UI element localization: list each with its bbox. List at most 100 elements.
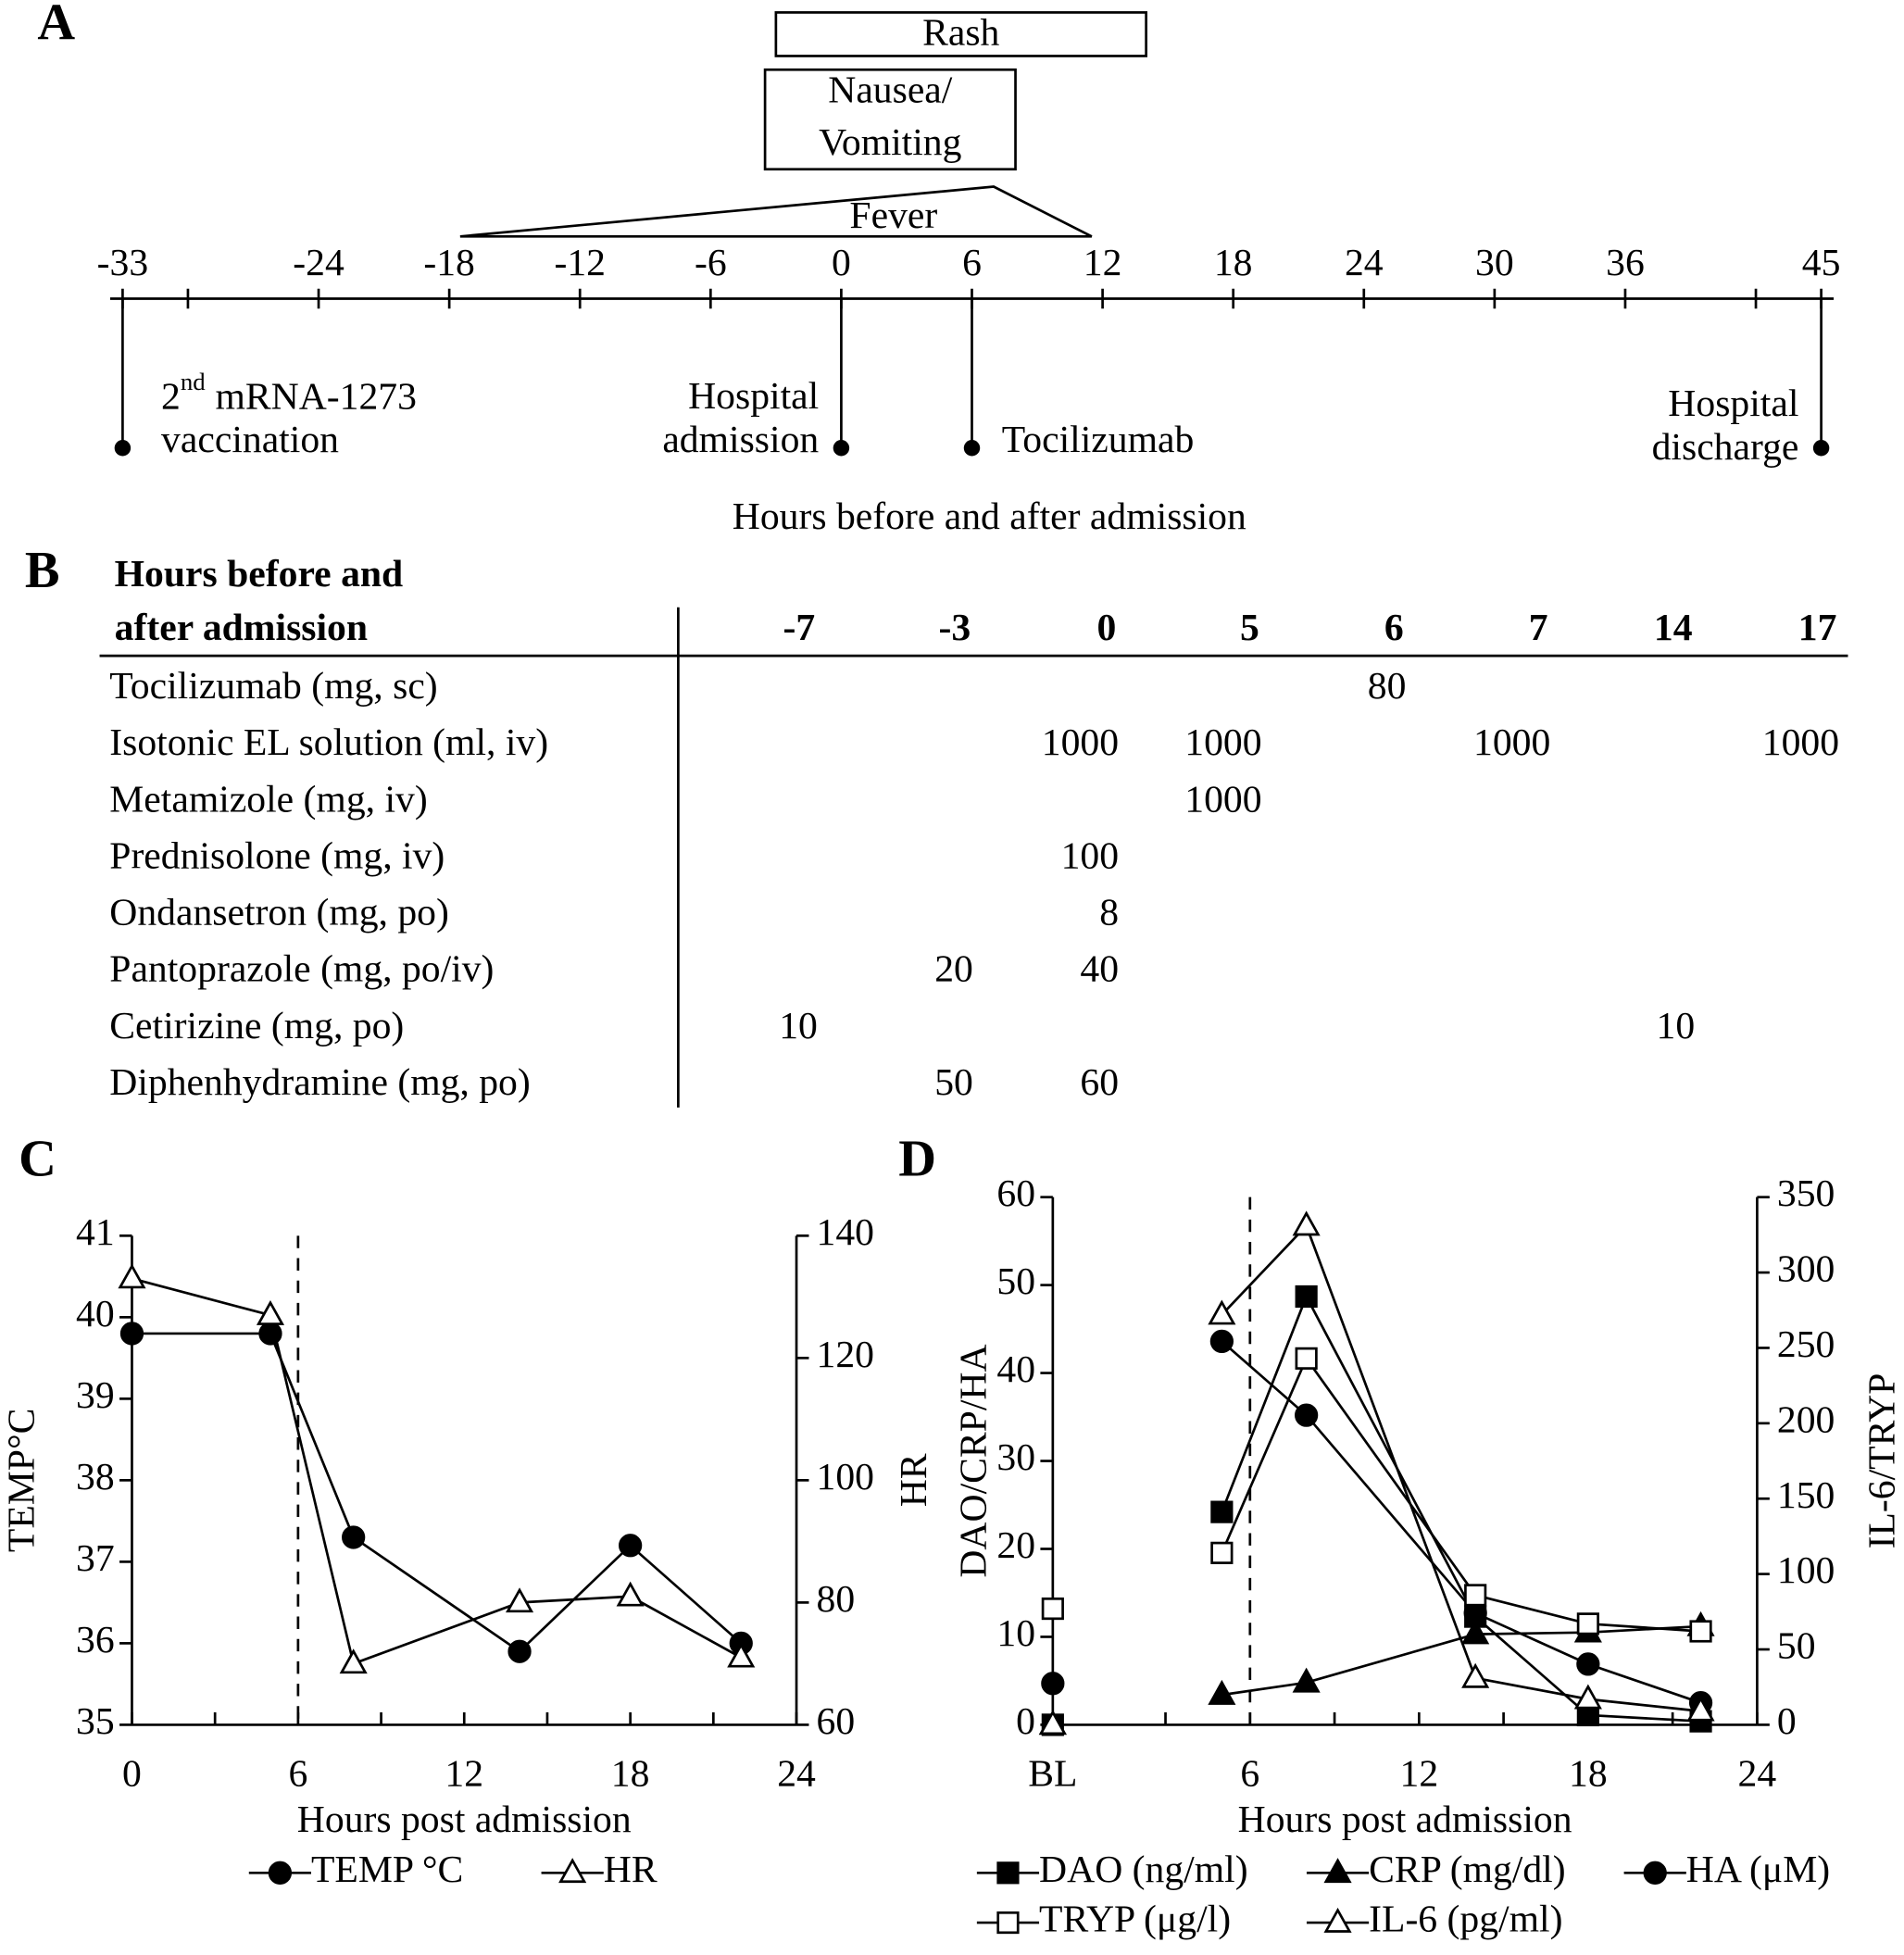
data-point: [119, 1322, 144, 1346]
row-label: Isotonic EL solution (ml, iv): [109, 721, 548, 764]
data-point: [1292, 1667, 1321, 1693]
x-tick-label: 18: [611, 1752, 650, 1795]
axis-title: Hours before and after admission: [733, 495, 1246, 538]
column-header: 7: [1529, 607, 1548, 649]
data-point: [727, 1642, 756, 1668]
tick-label: -24: [293, 242, 344, 284]
data-point: [1576, 1612, 1599, 1635]
rash-box: [774, 11, 1147, 57]
y-tick-label: 30: [996, 1436, 1035, 1479]
event-label: Tocilizumab: [1002, 419, 1195, 461]
table-header: Hours before and: [115, 553, 404, 595]
fever-label: Fever: [849, 194, 937, 237]
legend-label: TRYP (μg/l): [1039, 1899, 1231, 1941]
legend-marker: [558, 1858, 587, 1884]
series-line: [1221, 1624, 1701, 1697]
nausea-label: Nausea/: [828, 69, 953, 111]
column-header: 6: [1384, 607, 1404, 649]
legend-label: IL-6 (pg/ml): [1369, 1899, 1562, 1941]
table-cell: 50: [934, 1061, 973, 1104]
data-point: [1461, 1619, 1490, 1645]
legend-marker: [996, 1911, 1020, 1935]
data-point: [1464, 1584, 1487, 1607]
panel-label: C: [19, 1130, 56, 1187]
legend-label: HA (μM): [1686, 1848, 1830, 1891]
y-tick-label: 50: [996, 1260, 1035, 1303]
y2-tick-label: 80: [817, 1578, 856, 1621]
y-axis-title: DAO/CRP/HA: [952, 1344, 995, 1577]
y2-tick-label: 300: [1777, 1248, 1835, 1291]
y-tick-label: 40: [76, 1293, 115, 1335]
y-tick-label: 60: [996, 1172, 1035, 1215]
column-header: 5: [1240, 607, 1259, 649]
tick-label: 24: [1345, 242, 1384, 284]
tick-label: -12: [554, 242, 606, 284]
table-cell: 20: [934, 948, 973, 991]
legend-label: DAO (ng/ml): [1039, 1848, 1248, 1891]
y-tick-label: 37: [76, 1537, 115, 1580]
data-point: [505, 1587, 534, 1613]
legend-marker: [1323, 1907, 1352, 1933]
tick-label: 0: [832, 242, 851, 284]
legend-marker: [996, 1861, 1020, 1885]
panel-label: D: [898, 1130, 936, 1187]
legend-label: HR: [604, 1848, 658, 1891]
y2-tick-label: 350: [1777, 1172, 1835, 1215]
y2-tick-label: 140: [817, 1211, 874, 1254]
table-cell: 100: [1061, 834, 1119, 877]
data-point: [1209, 1329, 1234, 1354]
y-tick-label: 0: [1016, 1700, 1035, 1743]
x-tick-label: 6: [288, 1752, 307, 1795]
data-point: [1461, 1662, 1490, 1688]
tick-label: -18: [423, 242, 475, 284]
data-point: [1686, 1696, 1715, 1722]
event-label: Hospital: [688, 375, 819, 418]
y-tick-label: 10: [996, 1612, 1035, 1655]
data-point: [1295, 1285, 1318, 1309]
data-point: [507, 1639, 532, 1663]
data-point: [1689, 1620, 1712, 1643]
y2-tick-label: 120: [817, 1334, 874, 1376]
fever-shape: [459, 185, 1093, 238]
column-header: 17: [1798, 607, 1837, 649]
row-label: Cetirizine (mg, po): [109, 1005, 404, 1047]
series-line: [132, 1332, 743, 1653]
column-header: -7: [783, 607, 816, 649]
event-dot: [1812, 440, 1830, 457]
x-tick-label: 0: [122, 1752, 142, 1795]
data-point: [1576, 1652, 1600, 1676]
data-point: [1208, 1679, 1236, 1705]
table-cell: 8: [1099, 892, 1119, 934]
y2-tick-label: 60: [817, 1700, 856, 1743]
table-header: after admission: [115, 607, 368, 649]
table-cell: 1000: [1473, 721, 1550, 764]
x-tick-label: 24: [1738, 1752, 1777, 1795]
y2-axis-title: HR: [893, 1453, 935, 1507]
y-axis-title: TEMP°C: [0, 1409, 43, 1552]
tick-label: 36: [1606, 242, 1645, 284]
legend-label: TEMP °C: [311, 1848, 463, 1891]
event-label: vaccination: [161, 419, 339, 461]
table-cell: 1000: [1184, 778, 1261, 821]
legend-marker: [1323, 1858, 1352, 1884]
data-point: [342, 1525, 366, 1549]
y2-axis-title: IL-6/TRYP: [1860, 1373, 1903, 1549]
table-cell: 1000: [1762, 721, 1839, 764]
y-tick-label: 38: [76, 1456, 115, 1498]
y-tick-label: 39: [76, 1374, 115, 1417]
tick-label: 18: [1214, 242, 1253, 284]
row-label: Metamizole (mg, iv): [109, 778, 427, 821]
data-point: [1210, 1541, 1234, 1564]
table-cell: 40: [1080, 948, 1119, 991]
x-tick-label: 6: [1240, 1752, 1259, 1795]
legend-label: CRP (mg/dl): [1369, 1848, 1565, 1891]
x-tick-label: 18: [1569, 1752, 1608, 1795]
data-point: [1210, 1500, 1234, 1523]
x-tick-label: 12: [1400, 1752, 1439, 1795]
event-label: Hospital: [1668, 382, 1798, 425]
legend-marker: [268, 1861, 293, 1885]
row-label: Tocilizumab (mg, sc): [109, 665, 437, 708]
data-point: [1295, 1347, 1318, 1370]
tick-label: 12: [1084, 242, 1122, 284]
